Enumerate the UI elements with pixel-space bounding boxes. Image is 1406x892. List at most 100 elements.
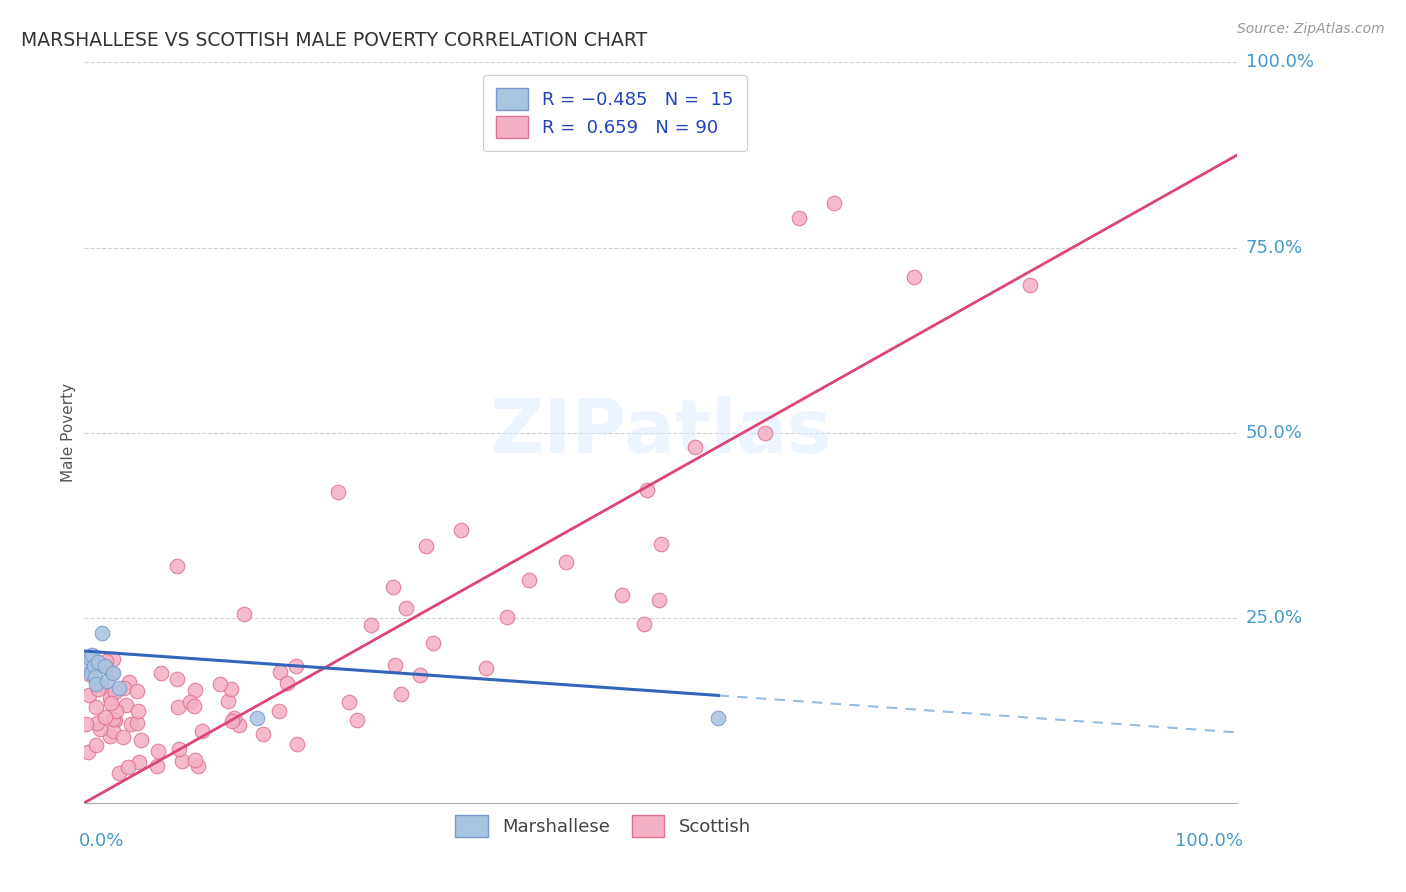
- Point: [94, 658, 117, 673]
- Point: [187, 758, 209, 772]
- Point: [115, 698, 138, 713]
- Text: 0.0%: 0.0%: [79, 832, 124, 850]
- Point: [169, 741, 191, 756]
- Point: [384, 658, 406, 673]
- Point: [184, 683, 207, 698]
- Point: [285, 737, 308, 751]
- Point: [208, 676, 231, 690]
- Text: 25.0%: 25.0%: [1246, 608, 1303, 627]
- Point: [517, 574, 540, 588]
- Point: [166, 699, 188, 714]
- Point: [269, 704, 291, 718]
- Point: [166, 672, 188, 686]
- Point: [79, 651, 101, 665]
- Point: [1018, 277, 1040, 292]
- Point: [184, 753, 207, 767]
- Point: [77, 745, 100, 759]
- Text: Source: ZipAtlas.com: Source: ZipAtlas.com: [1237, 22, 1385, 37]
- Point: [75, 717, 97, 731]
- Point: [128, 756, 150, 770]
- Point: [633, 617, 655, 632]
- Point: [82, 648, 104, 662]
- Point: [84, 739, 107, 753]
- Point: [823, 196, 845, 211]
- Point: [80, 666, 103, 681]
- Point: [90, 625, 112, 640]
- Point: [86, 715, 108, 730]
- Point: [217, 694, 239, 708]
- Point: [754, 425, 776, 440]
- Point: [394, 600, 416, 615]
- Point: [86, 682, 108, 697]
- Point: [475, 661, 498, 675]
- Point: [117, 760, 139, 774]
- Point: [98, 729, 121, 743]
- Point: [252, 727, 274, 741]
- Point: [346, 714, 368, 728]
- Point: [83, 658, 105, 673]
- Point: [125, 683, 148, 698]
- Point: [650, 536, 672, 550]
- Point: [101, 665, 124, 680]
- Point: [610, 588, 633, 602]
- Point: [103, 685, 125, 699]
- Point: [127, 704, 149, 718]
- Point: [84, 699, 107, 714]
- Point: [103, 666, 124, 681]
- Point: [409, 667, 432, 681]
- Point: [228, 717, 250, 731]
- Point: [636, 483, 658, 497]
- Point: [166, 558, 188, 573]
- Point: [89, 723, 111, 737]
- Point: [170, 754, 193, 768]
- Point: [150, 666, 173, 681]
- Text: ZIPatlas: ZIPatlas: [489, 396, 832, 469]
- Text: 75.0%: 75.0%: [1246, 238, 1303, 257]
- Point: [103, 724, 125, 739]
- Point: [146, 744, 169, 758]
- Point: [83, 670, 105, 684]
- Point: [191, 724, 214, 739]
- Text: 100.0%: 100.0%: [1175, 832, 1243, 850]
- Point: [146, 758, 169, 772]
- Point: [80, 653, 103, 667]
- Point: [108, 766, 131, 780]
- Point: [450, 523, 472, 537]
- Point: [101, 712, 124, 726]
- Point: [90, 678, 112, 692]
- Point: [118, 675, 141, 690]
- Point: [685, 441, 707, 455]
- Text: MARSHALLESE VS SCOTTISH MALE POVERTY CORRELATION CHART: MARSHALLESE VS SCOTTISH MALE POVERTY COR…: [21, 30, 647, 50]
- Point: [129, 733, 152, 747]
- Point: [222, 711, 245, 725]
- Text: 100.0%: 100.0%: [1246, 54, 1313, 71]
- Point: [100, 691, 122, 706]
- Point: [787, 211, 810, 225]
- Point: [96, 673, 118, 688]
- Point: [276, 676, 298, 690]
- Point: [389, 687, 412, 701]
- Point: [648, 592, 671, 607]
- Point: [183, 699, 205, 714]
- Point: [101, 652, 124, 666]
- Point: [269, 665, 291, 679]
- Y-axis label: Male Poverty: Male Poverty: [60, 383, 76, 483]
- Point: [360, 618, 382, 632]
- Point: [76, 658, 98, 673]
- Text: 50.0%: 50.0%: [1246, 424, 1302, 442]
- Point: [555, 556, 578, 570]
- Point: [77, 688, 100, 702]
- Point: [94, 710, 117, 724]
- Legend: Marshallese, Scottish: Marshallese, Scottish: [446, 805, 761, 846]
- Point: [112, 681, 135, 695]
- Point: [339, 694, 361, 708]
- Point: [415, 539, 437, 553]
- Point: [120, 717, 142, 731]
- Point: [326, 484, 349, 499]
- Point: [96, 658, 118, 673]
- Point: [111, 730, 134, 744]
- Point: [233, 607, 256, 621]
- Point: [87, 655, 110, 669]
- Point: [77, 667, 100, 681]
- Point: [104, 713, 127, 727]
